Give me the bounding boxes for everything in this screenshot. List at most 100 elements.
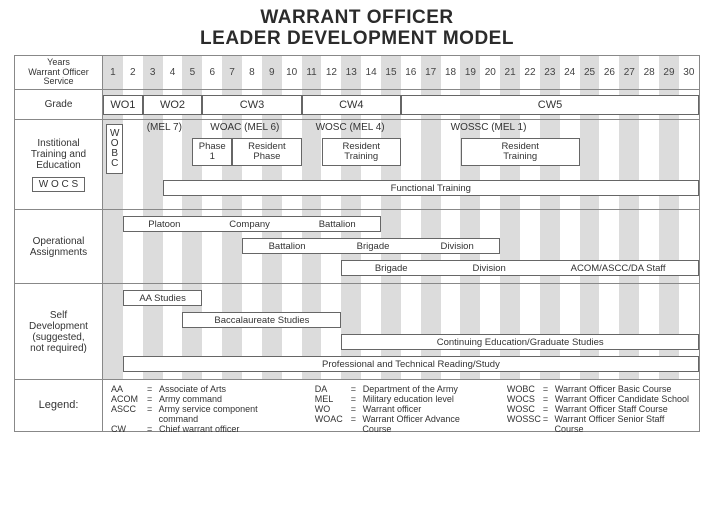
ops-timeline: PlatoonCompanyBattalionBattalionBrigadeD… (103, 210, 699, 283)
year-3: 3 (143, 67, 163, 78)
year-21: 21 (500, 67, 520, 78)
year-9: 9 (262, 67, 282, 78)
years-label: Years Warrant Officer Service (15, 56, 103, 89)
wobc-box: WOBC (106, 124, 123, 174)
ops-bar: Brigade Division ACOM/ASCC/DA Staff (341, 260, 699, 276)
year-12: 12 (321, 67, 341, 78)
legend-column: AA= Associate of ArtsACOM= Army commandA… (111, 384, 295, 427)
row-ops: Operational Assignments Platoon Company Ba… (15, 210, 699, 284)
ops-segment: Division (440, 241, 473, 252)
grade-wo2: WO2 (143, 95, 203, 115)
row-self: Self Development (suggested, not require… (15, 284, 699, 380)
legend-item: WOSSC= Warrant Officer Senior Staff Cour… (507, 414, 691, 434)
year-17: 17 (421, 67, 441, 78)
training-label: Institional Training and Education W O C… (15, 120, 103, 209)
self-bar: Professional and Technical Reading/Study (123, 356, 699, 372)
legend-item: MEL= Military education level (315, 394, 487, 404)
ops-segment: Division (473, 263, 506, 274)
legend-item: WOAC= Warrant Officer Advance Course (315, 414, 487, 434)
ops-segment: Brigade (375, 263, 408, 274)
year-28: 28 (639, 67, 659, 78)
row-grade: Grade WO1WO2CW3CW4CW5 (15, 90, 699, 120)
legend-body: AA= Associate of ArtsACOM= Army commandA… (103, 380, 699, 431)
year-27: 27 (619, 67, 639, 78)
legend-item: AA= Associate of Arts (111, 384, 295, 394)
year-19: 19 (460, 67, 480, 78)
year-11: 11 (302, 67, 322, 78)
year-24: 24 (560, 67, 580, 78)
year-13: 13 (341, 67, 361, 78)
legend-item: ASCC= Army service component command (111, 404, 295, 424)
year-29: 29 (659, 67, 679, 78)
year-14: 14 (361, 67, 381, 78)
mel-label: WOSSC (MEL 1) (451, 122, 527, 133)
year-2: 2 (123, 67, 143, 78)
year-23: 23 (540, 67, 560, 78)
grade-cw4: CW4 (302, 95, 401, 115)
chart-title: WARRANT OFFICER LEADER DEVELOPMENT MODEL (14, 8, 700, 49)
year-5: 5 (182, 67, 202, 78)
ops-segment: Company (229, 219, 270, 230)
warrant-officer-model: WARRANT OFFICER LEADER DEVELOPMENT MODEL… (0, 0, 714, 436)
legend-item: WOBC= Warrant Officer Basic Course (507, 384, 691, 394)
self-bar: Continuing Education/Graduate Studies (341, 334, 699, 350)
year-7: 7 (222, 67, 242, 78)
legend-item: CW= Chief warrant officer (111, 424, 295, 434)
ops-segment: Battalion (269, 241, 306, 252)
row-years: Years Warrant Officer Service 1234567891… (15, 56, 699, 90)
legend-column: DA= Department of the ArmyMEL= Military … (315, 384, 487, 427)
ops-segment: Battalion (319, 219, 356, 230)
grade-cw5: CW5 (401, 95, 699, 115)
legend-item: DA= Department of the Army (315, 384, 487, 394)
wocs-tag: W O C S (32, 177, 85, 192)
legend-item: WO= Warrant officer (315, 404, 487, 414)
self-bar: AA Studies (123, 290, 202, 306)
ops-segment: Brigade (357, 241, 390, 252)
training-phase: Resident Phase (232, 138, 302, 166)
year-30: 30 (679, 67, 699, 78)
year-8: 8 (242, 67, 262, 78)
ops-segment: ACOM/ASCC/DA Staff (571, 263, 666, 274)
ops-bar: Battalion Brigade Division (242, 238, 500, 254)
training-phase: Resident Training (322, 138, 401, 166)
legend-label: Legend: (15, 380, 103, 431)
title-line2: LEADER DEVELOPMENT MODEL (200, 28, 514, 49)
ops-segment: Platoon (148, 219, 180, 230)
row-legend: Legend: AA= Associate of ArtsACOM= Army … (15, 380, 699, 432)
self-bar: Baccalaureate Studies (182, 312, 341, 328)
mel-label: WOSC (MEL 4) (316, 122, 385, 133)
grade-timeline: WO1WO2CW3CW4CW5 (103, 90, 699, 119)
grade-label: Grade (15, 90, 103, 119)
ops-bar: Platoon Company Battalion (123, 216, 381, 232)
year-16: 16 (401, 67, 421, 78)
self-timeline: AA Studies Baccalaureate StudiesContinuin… (103, 284, 699, 379)
years-timeline: 1234567891011121314151617181920212223242… (103, 56, 699, 89)
year-26: 26 (599, 67, 619, 78)
year-25: 25 (580, 67, 600, 78)
year-4: 4 (163, 67, 183, 78)
legend-item: WOCS= Warrant Officer Candidate School (507, 394, 691, 404)
grade-wo1: WO1 (103, 95, 143, 115)
grade-cw3: CW3 (202, 95, 301, 115)
legend-item: ACOM= Army command (111, 394, 295, 404)
mel-label: (MEL 7) (147, 122, 182, 133)
ops-label: Operational Assignments (15, 210, 103, 283)
year-18: 18 (441, 67, 461, 78)
year-1: 1 (103, 67, 123, 78)
training-timeline: WOBC (MEL 7) WOAC (MEL 6) WOSC (MEL 4) WOSSC… (103, 120, 699, 209)
legend-column: WOBC= Warrant Officer Basic CourseWOCS= … (507, 384, 691, 427)
year-15: 15 (381, 67, 401, 78)
year-20: 20 (480, 67, 500, 78)
year-10: 10 (282, 67, 302, 78)
year-6: 6 (202, 67, 222, 78)
mel-label: WOAC (MEL 6) (210, 122, 279, 133)
grid: Years Warrant Officer Service 1234567891… (14, 55, 700, 432)
functional-training-bar: Functional Training (163, 180, 699, 196)
year-22: 22 (520, 67, 540, 78)
self-label: Self Development (suggested, not require… (15, 284, 103, 379)
row-training: Institional Training and Education W O C… (15, 120, 699, 210)
training-phase: Phase 1 (192, 138, 232, 166)
training-phase: Resident Training (461, 138, 580, 166)
legend-item: WOSC= Warrant Officer Staff Course (507, 404, 691, 414)
title-line1: WARRANT OFFICER (260, 7, 453, 28)
